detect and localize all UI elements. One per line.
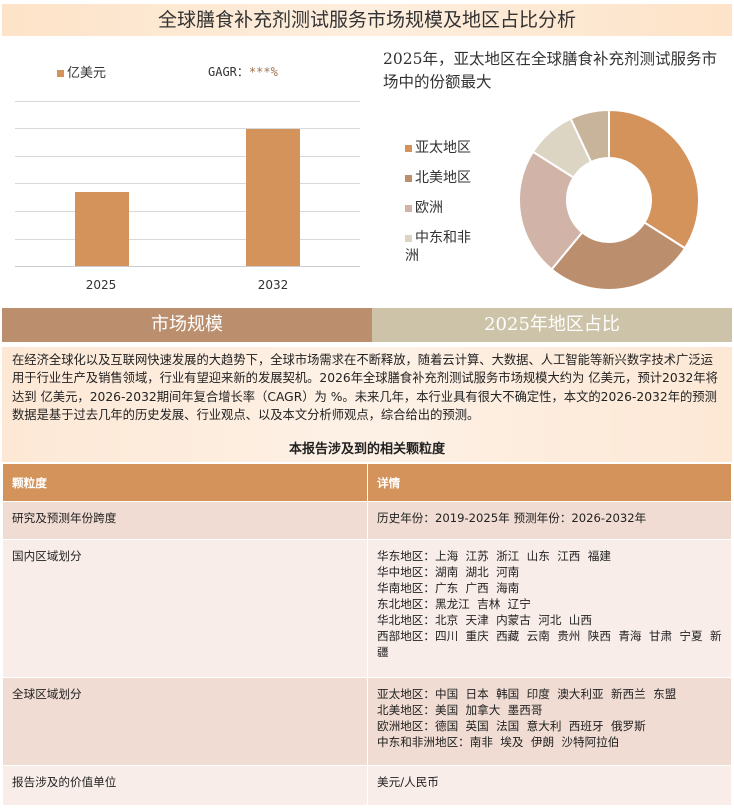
table-subtitle: 本报告涉及到的相关颗粒度 (288, 442, 445, 457)
legend-swatch (405, 144, 412, 152)
donut-slice-2 (550, 221, 687, 291)
gridline (15, 156, 360, 157)
pie-legend-item: 亚太地区 (405, 139, 480, 157)
pie-legend-item: 中东和非洲 (405, 229, 480, 265)
gridline (15, 183, 360, 184)
header-granularity: 颗粒度 (2, 463, 368, 502)
x-tick-label: 2025 (85, 278, 117, 292)
gagr-text: GAGR： (208, 65, 249, 79)
row-label: 国内区域划分 (2, 539, 368, 678)
pie-legend-item: 欧洲 (405, 199, 480, 217)
detail-line: 华中地区：湖南 湖北 河南 (377, 565, 520, 579)
intro-paragraph: 在经济全球化以及互联网快速发展的大趋势下，全球市场需求在不断释放，随着云计算、大… (12, 353, 718, 422)
table-row: 全球区域划分 亚太地区：中国 日本 韩国 印度 澳大利亚 新西兰 东盟 北美地区：美… (2, 677, 732, 766)
detail-line: 北美地区：美国 加拿大 墨西哥 (377, 703, 543, 717)
donut-slice-3 (518, 150, 584, 271)
table-row: 报告涉及的价值单位 美元/人民币 (2, 765, 732, 806)
bar-2025 (75, 191, 129, 266)
row-details: 历史年份：2019-2025年 预测年份：2026-2032年 (367, 501, 732, 540)
donut-slice-1 (608, 108, 700, 250)
detail-line: 东北地区：黑龙江 吉林 辽宁 (377, 597, 531, 611)
header-details: 详情 (367, 463, 732, 502)
detail-line: 华南地区：广东 广西 海南 (377, 581, 520, 595)
gagr-value: ***% (248, 65, 278, 79)
detail-line: 华北地区：北京 天津 内蒙古 河北 山西 (377, 613, 592, 627)
legend-label: 中东和非洲 (405, 230, 471, 264)
granularity-table: 颗粒度 详情 研究及预测年份跨度 历史年份：2019-2025年 预测年份：2026… (2, 463, 732, 806)
detail-line: 华东地区：上海 江苏 浙江 山东 江西 福建 (377, 549, 611, 563)
legend-label: 北美地区 (415, 170, 471, 186)
row-label: 全球区域划分 (2, 677, 368, 766)
row-details: 亚太地区：中国 日本 韩国 印度 澳大利亚 新西兰 东盟 北美地区：美国 加拿大 … (367, 677, 732, 766)
gridline (15, 128, 360, 129)
legend-label: 亚太地区 (415, 140, 471, 156)
row-label: 研究及预测年份跨度 (2, 501, 368, 540)
detail-line: 历史年份：2019-2025年 预测年份：2026-2032年 (377, 511, 647, 525)
intro-box: 在经济全球化以及互联网快速发展的大趋势下，全球市场需求在不断释放，随着云计算、大… (2, 347, 732, 462)
legend-label: 欧洲 (415, 200, 443, 216)
legend-swatch (405, 234, 412, 242)
detail-line: 西部地区：四川 重庆 西藏 云南 贵州 陕西 青海 甘肃 宁夏 新疆 (377, 629, 722, 659)
page-title: 全球膳食补充剂测试服务市场规模及地区占比分析 (2, 4, 732, 36)
detail-line: 亚太地区：中国 日本 韩国 印度 澳大利亚 新西兰 东盟 (377, 687, 677, 701)
pie-title: 2025年，亚太地区在全球膳食补充剂测试服务市场中的份额最大 (383, 50, 717, 91)
row-label: 报告涉及的价值单位 (2, 765, 368, 806)
section-region-share: 2025年地区占比 (372, 308, 732, 342)
gridline (15, 239, 360, 240)
pie-legend-item: 北美地区 (405, 169, 480, 187)
detail-line: 中东和非洲地区：南非 埃及 伊朗 沙特阿拉伯 (377, 735, 620, 749)
donut-slice-5 (569, 108, 610, 164)
legend-label: 亿美元 (67, 66, 107, 81)
row-details: 华东地区：上海 江苏 浙江 山东 江西 福建 华中地区：湖南 湖北 河南 华南地区：… (367, 539, 732, 678)
x-tick-label: 2032 (257, 278, 289, 292)
legend-swatch (405, 204, 412, 212)
table-row: 国内区域划分 华东地区：上海 江苏 浙江 山东 江西 福建 华中地区：湖南 湖北 河… (2, 539, 732, 678)
gagr-label: GAGR：***% (208, 63, 278, 80)
x-axis (15, 266, 360, 267)
bar-legend: 亿美元 (57, 62, 106, 81)
legend-swatch (57, 70, 64, 77)
legend-swatch (405, 174, 412, 182)
detail-line: 欧洲地区：德国 英国 法国 意大利 西班牙 俄罗斯 (377, 719, 646, 733)
gridline (15, 101, 360, 102)
donut-chart (518, 108, 700, 291)
gridline (15, 211, 360, 212)
table-row: 研究及预测年份跨度 历史年份：2019-2025年 预测年份：2026-2032年 (2, 501, 732, 540)
detail-line: 美元/人民币 (377, 775, 439, 789)
row-details: 美元/人民币 (367, 765, 732, 806)
bar-2032 (246, 128, 300, 266)
section-market-size: 市场规模 (2, 308, 372, 342)
